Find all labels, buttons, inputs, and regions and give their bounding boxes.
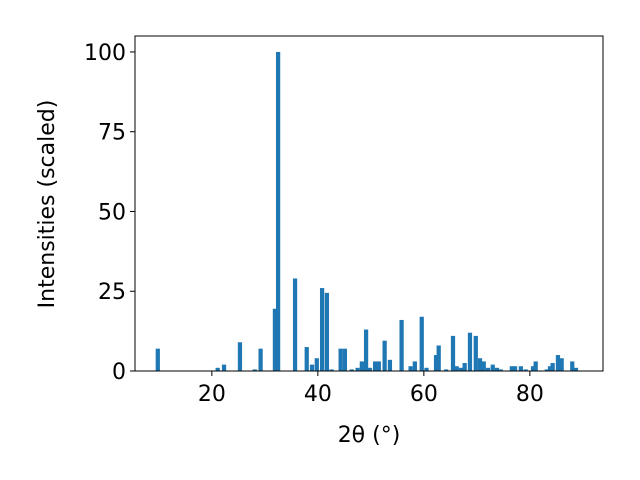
bar bbox=[494, 367, 500, 371]
bar bbox=[454, 366, 459, 371]
bar bbox=[530, 366, 536, 371]
bar bbox=[436, 345, 441, 371]
x-tick-label: 60 bbox=[410, 382, 438, 407]
bar bbox=[512, 366, 518, 371]
bar bbox=[408, 366, 413, 371]
bar bbox=[490, 364, 495, 371]
bar bbox=[485, 367, 491, 371]
bar bbox=[382, 340, 387, 371]
bar bbox=[355, 367, 360, 371]
bar bbox=[550, 363, 555, 371]
bar bbox=[433, 355, 439, 371]
bar bbox=[272, 308, 278, 371]
bar bbox=[338, 348, 343, 371]
bar bbox=[363, 329, 369, 371]
bar bbox=[215, 367, 220, 371]
bar bbox=[481, 361, 486, 371]
bar bbox=[509, 366, 514, 371]
bar bbox=[342, 348, 348, 371]
bar bbox=[518, 366, 523, 371]
x-tick-label: 20 bbox=[198, 382, 226, 407]
y-tick-label: 50 bbox=[98, 200, 126, 225]
bar bbox=[367, 367, 372, 371]
bar bbox=[467, 332, 473, 371]
bar bbox=[376, 361, 381, 371]
y-axis-label: Intensities (scaled) bbox=[35, 100, 60, 309]
bar bbox=[304, 347, 309, 371]
bar bbox=[419, 316, 424, 371]
bar bbox=[324, 292, 329, 371]
bar bbox=[349, 369, 354, 371]
bar bbox=[359, 361, 364, 371]
bar bbox=[573, 367, 579, 371]
bar bbox=[309, 364, 315, 371]
x-axis-label: 2θ (°) bbox=[338, 423, 401, 448]
bar bbox=[292, 278, 298, 371]
bar bbox=[559, 358, 564, 371]
bar bbox=[547, 366, 553, 371]
bar bbox=[252, 369, 257, 371]
x-tick-label: 80 bbox=[516, 382, 544, 407]
bar bbox=[458, 367, 464, 371]
x-tick-label: 40 bbox=[304, 382, 332, 407]
bar bbox=[329, 369, 334, 371]
bar bbox=[237, 342, 243, 371]
bar bbox=[275, 51, 281, 371]
bar bbox=[462, 363, 467, 371]
bar bbox=[533, 361, 538, 371]
bar bbox=[570, 361, 575, 371]
plot-frame bbox=[134, 35, 604, 372]
bar bbox=[450, 335, 456, 371]
bar bbox=[399, 319, 404, 371]
bar bbox=[314, 358, 319, 371]
y-tick-label: 25 bbox=[98, 280, 126, 305]
bar bbox=[221, 364, 227, 371]
bar bbox=[523, 369, 528, 371]
bar bbox=[258, 348, 263, 371]
bar bbox=[477, 358, 483, 371]
bar bbox=[498, 369, 503, 371]
bar bbox=[319, 288, 325, 371]
bar bbox=[412, 361, 417, 371]
bar bbox=[155, 348, 160, 371]
bar bbox=[372, 361, 378, 371]
bar bbox=[443, 369, 449, 371]
bar bbox=[424, 367, 429, 371]
y-tick-label: 0 bbox=[112, 360, 126, 385]
bar bbox=[473, 335, 478, 371]
bar bbox=[555, 355, 561, 371]
bar bbox=[544, 369, 549, 371]
y-tick-label: 100 bbox=[84, 41, 126, 66]
y-tick-label: 75 bbox=[98, 121, 126, 146]
bar bbox=[387, 359, 393, 371]
